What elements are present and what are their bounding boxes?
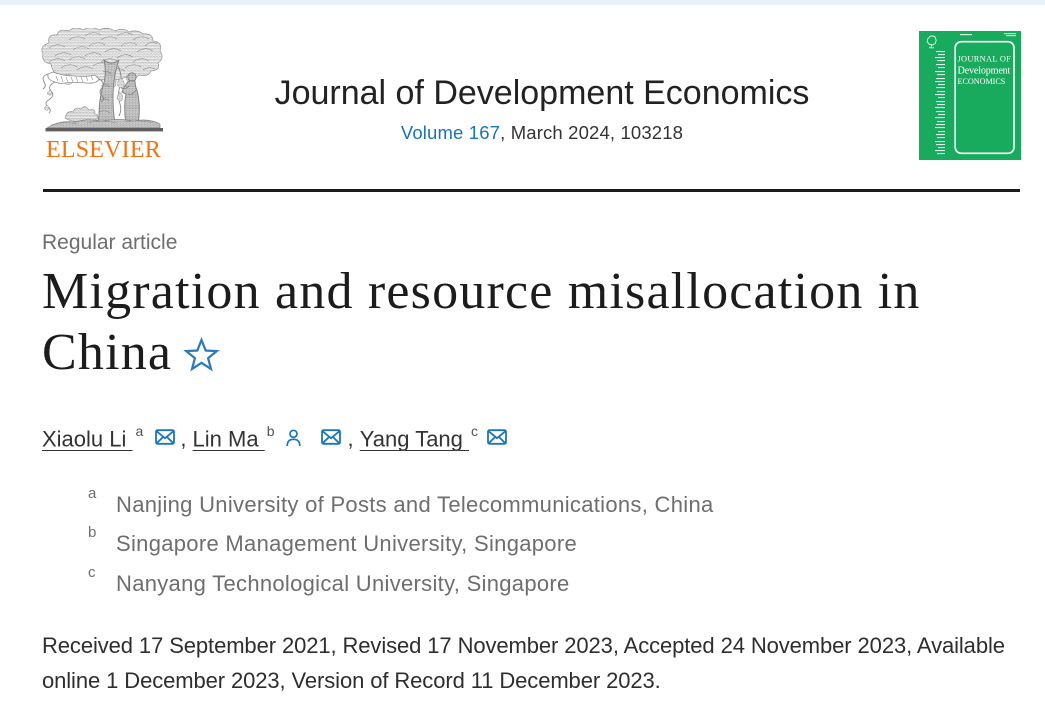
svg-text:ECONOMICS: ECONOMICS: [958, 77, 1006, 86]
svg-text:JOURNAL OF: JOURNAL OF: [958, 55, 1012, 64]
svg-text:Development: Development: [958, 66, 1011, 77]
